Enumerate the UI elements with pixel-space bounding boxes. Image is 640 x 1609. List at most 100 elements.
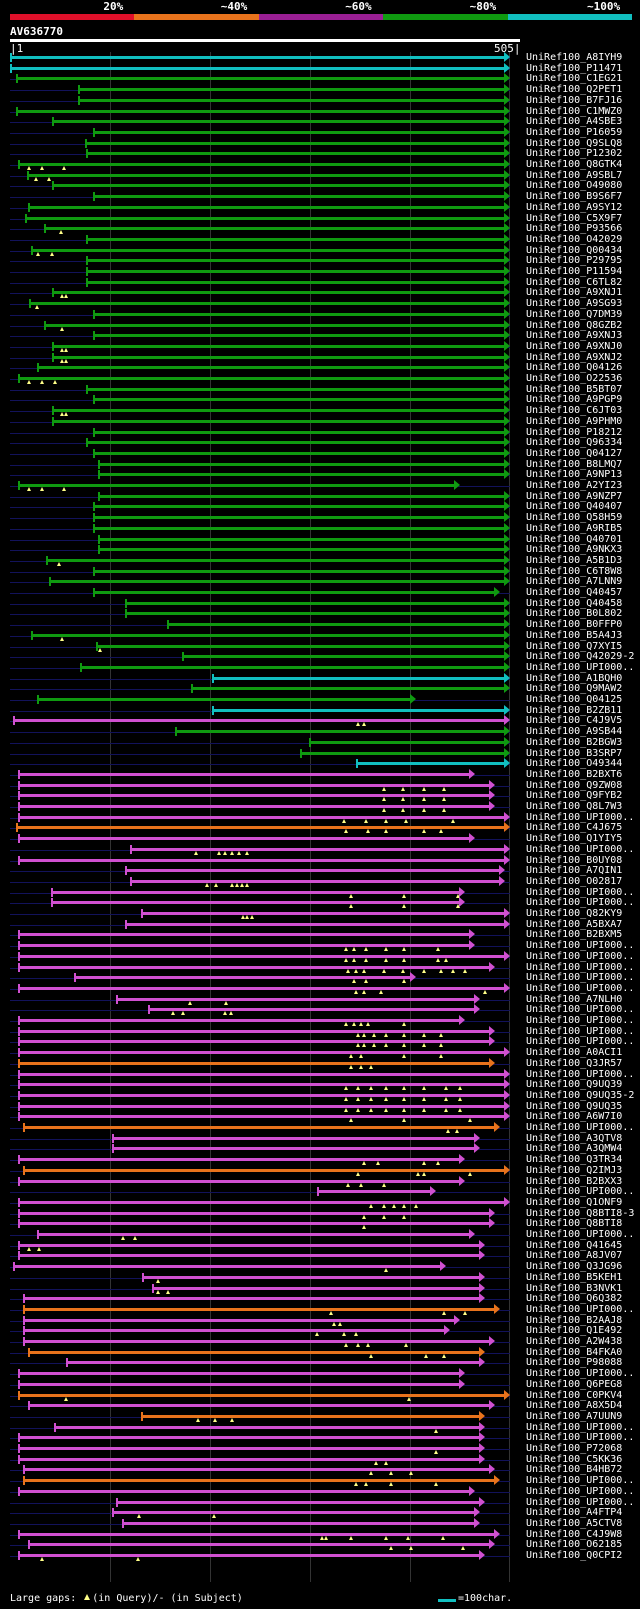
hit-row[interactable]: UniRef100_B2BXX3 — [0, 1175, 640, 1187]
hit-label-link[interactable]: UniRef100_A4FTP4 — [526, 1507, 623, 1519]
hit-label-link[interactable]: UniRef100_P11471 — [526, 62, 623, 74]
hit-label-link[interactable]: UniRef100_C6T8W8 — [526, 565, 623, 577]
hit-label-link[interactable]: UniRef100_Q3JG96 — [526, 1261, 623, 1273]
hit-label-link[interactable]: UniRef100_A7NLH0 — [526, 993, 623, 1005]
hit-bar[interactable] — [51, 355, 505, 359]
hit-label-link[interactable]: UniRef100_B4HB72 — [526, 1464, 623, 1476]
hit-label-link[interactable]: UniRef100_Q2IMJ3 — [526, 1164, 623, 1176]
hit-row[interactable]: UniRef100_A9PGP9 — [0, 394, 640, 405]
hit-label-link[interactable]: UniRef100_UPI000.. — [526, 886, 635, 898]
hit-label-link[interactable]: UniRef100_A8JV07 — [526, 1250, 623, 1262]
hit-row[interactable]: UniRef100_A9SB44 — [0, 726, 640, 737]
hit-row[interactable]: UniRef100_UPI000.. — [0, 1496, 640, 1508]
hit-row[interactable]: UniRef100_Q82KY9 — [0, 908, 640, 919]
hit-bar[interactable] — [166, 623, 505, 627]
hit-label-link[interactable]: UniRef100_A9XNJ0 — [526, 340, 623, 352]
hit-row[interactable]: UniRef100_P18212 — [0, 426, 640, 438]
hit-label-link[interactable]: UniRef100_UPI000.. — [526, 897, 635, 909]
hit-label-link[interactable]: UniRef100_UPI000.. — [526, 1475, 635, 1487]
hit-label-link[interactable]: UniRef100_Q6PEG8 — [526, 1378, 623, 1390]
hit-label-link[interactable]: UniRef100_UPI000.. — [526, 811, 635, 823]
hit-row[interactable]: UniRef100_Q04127 — [0, 447, 640, 459]
hit-row[interactable]: UniRef100_A9XNJ0 — [0, 340, 640, 352]
hit-bar[interactable] — [17, 1179, 461, 1183]
hit-label-link[interactable]: UniRef100_B3SRP7 — [526, 747, 623, 759]
hit-label-link[interactable]: UniRef100_Q9FYB2 — [526, 790, 623, 802]
hit-bar[interactable] — [93, 334, 505, 338]
hit-bar[interactable] — [17, 1029, 491, 1033]
hit-bar[interactable] — [17, 484, 456, 487]
hit-row[interactable]: UniRef100_Q9UQ39 — [0, 1079, 640, 1091]
hit-bar[interactable] — [98, 473, 505, 477]
hit-row[interactable]: UniRef100_UPI000.. — [0, 1485, 640, 1497]
hit-label-link[interactable]: UniRef100_Q40701 — [526, 533, 623, 545]
hit-row[interactable]: UniRef100_UPI000.. — [0, 1186, 640, 1197]
hit-bar[interactable] — [17, 1489, 471, 1493]
hit-row[interactable]: UniRef100_A9NP13 — [0, 469, 640, 480]
hit-row[interactable]: UniRef100_Q6Q382 — [0, 1293, 640, 1304]
hit-bar[interactable] — [85, 141, 505, 145]
hit-label-link[interactable]: UniRef100_B2AAJ8 — [526, 1314, 623, 1326]
hit-row[interactable]: UniRef100_B0UY08 — [0, 854, 640, 866]
hit-bar[interactable] — [17, 933, 471, 937]
hit-label-link[interactable]: UniRef100_Q82KY9 — [526, 908, 623, 919]
hit-bar[interactable] — [299, 751, 505, 755]
hit-label-link[interactable]: UniRef100_A9XNJ2 — [526, 351, 623, 363]
hit-label-link[interactable]: UniRef100_Q1E492 — [526, 1325, 623, 1337]
hit-bar[interactable] — [125, 869, 501, 873]
hit-bar[interactable] — [17, 772, 471, 776]
hit-row[interactable]: UniRef100_A5BXA7 — [0, 918, 640, 930]
hit-bar[interactable] — [93, 451, 505, 455]
hit-row[interactable]: UniRef100_Q40701 — [0, 533, 640, 545]
hit-label-link[interactable]: UniRef100_A6W7I0 — [526, 1111, 623, 1123]
hit-label-link[interactable]: UniRef100_B5A4J3 — [526, 629, 623, 641]
hit-bar[interactable] — [30, 248, 505, 252]
hit-bar[interactable] — [12, 719, 505, 723]
hit-label-link[interactable]: UniRef100_P98088 — [526, 1357, 623, 1369]
hit-label-link[interactable]: UniRef100_B2ZB11 — [526, 704, 623, 716]
hit-row[interactable]: UniRef100_Q42029-2 — [0, 651, 640, 662]
hit-bar[interactable] — [22, 1168, 505, 1172]
hit-row[interactable]: UniRef100_Q8L7W3 — [0, 801, 640, 812]
hit-row[interactable]: UniRef100_A0ACI1 — [0, 1047, 640, 1059]
hit-bar[interactable] — [181, 655, 505, 659]
hit-bar[interactable] — [125, 612, 505, 616]
hit-row[interactable]: UniRef100_B3SRP7 — [0, 747, 640, 759]
hit-row[interactable]: UniRef100_A9SY12 — [0, 201, 640, 213]
hit-bar[interactable] — [125, 922, 505, 926]
hit-bar[interactable] — [51, 184, 505, 188]
hit-bar[interactable] — [212, 676, 505, 680]
hit-bar[interactable] — [93, 130, 505, 134]
hit-row[interactable]: UniRef100_B5A4J3 — [0, 629, 640, 641]
hit-bar[interactable] — [17, 1093, 505, 1097]
hit-label-link[interactable]: UniRef100_P72068 — [526, 1443, 623, 1454]
hit-label-link[interactable]: UniRef100_Q9UQ35-2 — [526, 1089, 635, 1101]
hit-bar[interactable] — [17, 1554, 481, 1557]
hit-bar[interactable] — [65, 1361, 481, 1365]
hit-label-link[interactable]: UniRef100_UPI000.. — [526, 843, 635, 855]
hit-bar[interactable] — [45, 558, 505, 562]
hit-bar[interactable] — [17, 1200, 505, 1204]
hit-row[interactable]: UniRef100_B0FFP0 — [0, 619, 640, 630]
hit-label-link[interactable]: UniRef100_A2W438 — [526, 1336, 623, 1347]
hit-bar[interactable] — [356, 762, 505, 766]
hit-label-link[interactable]: UniRef100_UPI000.. — [526, 1421, 635, 1433]
hit-row[interactable]: UniRef100_C6JT03 — [0, 405, 640, 417]
hit-bar[interactable] — [51, 120, 505, 124]
hit-bar[interactable] — [141, 1275, 481, 1279]
hit-bar[interactable] — [51, 344, 505, 348]
hit-bar[interactable] — [43, 323, 505, 327]
hit-label-link[interactable]: UniRef100_P29795 — [526, 255, 623, 267]
hit-bar[interactable] — [190, 687, 505, 691]
hit-row[interactable]: UniRef100_C1EG21 — [0, 73, 640, 84]
hit-row[interactable]: UniRef100_A9NKX3 — [0, 544, 640, 555]
hit-label-link[interactable]: UniRef100_A9RIB5 — [526, 522, 623, 534]
hit-row[interactable]: UniRef100_Q1YIY5 — [0, 833, 640, 844]
hit-label-link[interactable]: UniRef100_B5KEH1 — [526, 1271, 623, 1283]
hit-label-link[interactable]: UniRef100_UPI000.. — [526, 972, 635, 984]
hit-bar[interactable] — [17, 1083, 505, 1087]
hit-label-link[interactable]: UniRef100_B5BT07 — [526, 383, 623, 395]
hit-bar[interactable] — [22, 1126, 496, 1129]
hit-bar[interactable] — [86, 387, 505, 391]
hit-bar[interactable] — [22, 1297, 481, 1301]
